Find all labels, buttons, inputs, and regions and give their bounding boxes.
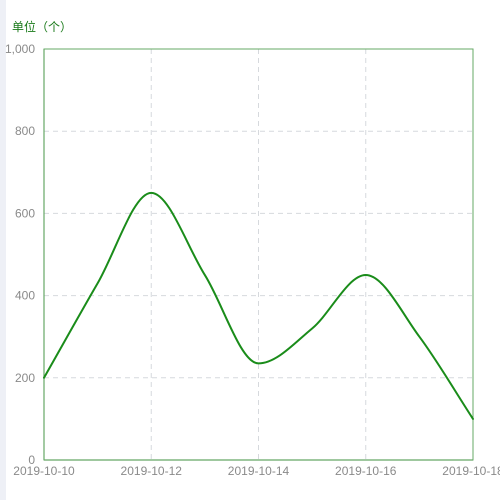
x-tick-label: 2019-10-18 <box>442 464 500 478</box>
grid-layer <box>44 49 473 460</box>
data-point <box>417 335 421 339</box>
data-point <box>42 376 46 380</box>
y-tick-label: 400 <box>15 289 35 303</box>
series-line <box>43 191 474 420</box>
y-tick-label: 1,000 <box>5 42 35 56</box>
data-point <box>149 191 153 195</box>
y-tick-label: 200 <box>15 371 35 385</box>
x-tick-label: 2019-10-14 <box>228 464 290 478</box>
x-tick-label: 2019-10-16 <box>335 464 397 478</box>
y-tick-label: 0 <box>28 453 35 467</box>
unit-label: 单位（个） <box>12 20 73 34</box>
data-point <box>364 273 368 277</box>
y-tick-label: 800 <box>15 124 35 138</box>
left-edge-strip <box>0 0 6 500</box>
data-point <box>96 281 100 285</box>
tick-label-layer: 0 200 400 600 800 1,000 2019-10-10 2019-10-12 20… <box>5 42 500 478</box>
data-point <box>471 417 475 421</box>
x-tick-label: 2019-10-10 <box>13 464 75 478</box>
y-tick-label: 600 <box>15 206 35 220</box>
data-point <box>310 326 314 330</box>
data-point <box>257 361 261 365</box>
series-layer <box>42 191 475 421</box>
plot-frame <box>43 48 474 461</box>
axis-layer <box>43 48 474 461</box>
data-point <box>203 273 207 277</box>
x-tick-label: 2019-10-12 <box>121 464 183 478</box>
